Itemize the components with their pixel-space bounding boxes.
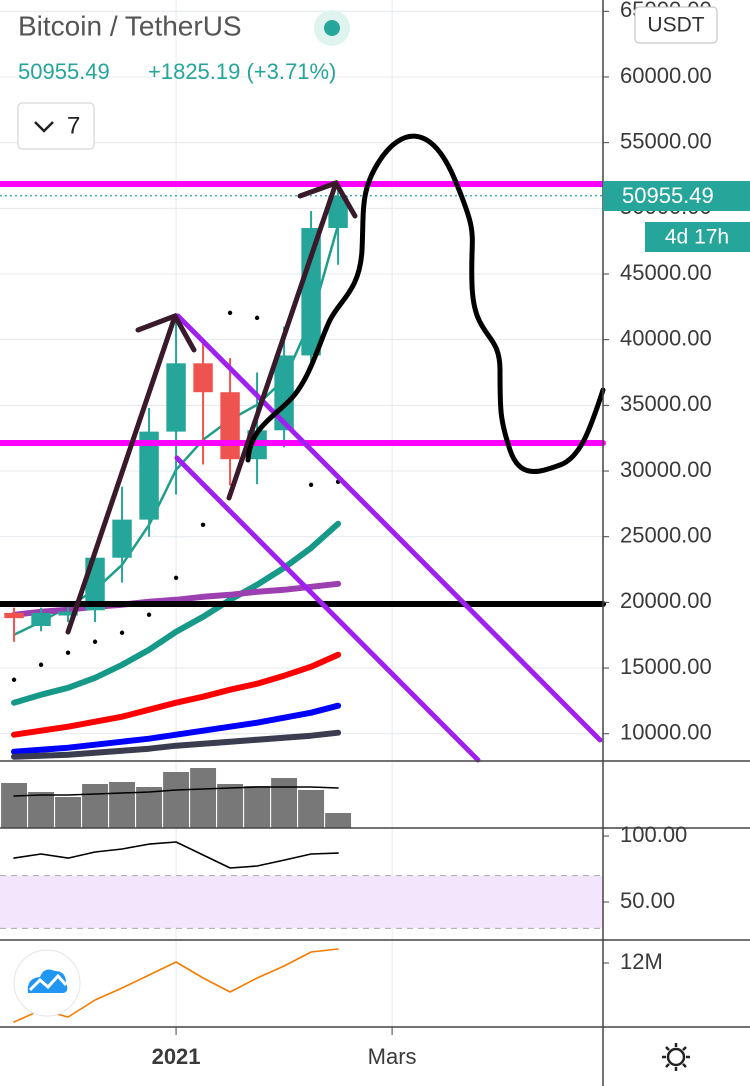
sar-dot xyxy=(173,575,179,580)
volume-bar xyxy=(163,772,190,828)
plot xyxy=(0,188,603,1023)
arrow xyxy=(65,312,197,635)
volume-bar xyxy=(325,813,352,828)
volume-bar xyxy=(28,792,55,828)
y-tick-label: 55000.00 xyxy=(620,128,712,153)
y-tick-label: 15000.00 xyxy=(620,654,712,679)
sar-dot xyxy=(146,612,152,617)
y-tick-label: 12M xyxy=(620,949,663,974)
volume-bar xyxy=(82,784,109,828)
candle-body xyxy=(301,228,321,356)
candle-body xyxy=(166,363,186,432)
settings-rays xyxy=(662,1043,690,1071)
last-price: 50955.49 xyxy=(18,59,110,84)
indicator-line xyxy=(13,841,339,869)
y-tick-label: 30000.00 xyxy=(620,457,712,482)
candle-body xyxy=(4,612,24,619)
candle-body xyxy=(220,392,240,460)
x-tick-label: Mars xyxy=(368,1044,417,1069)
y-tick-label: 50.00 xyxy=(620,888,675,913)
settings-button[interactable] xyxy=(662,1043,690,1071)
candle-body xyxy=(112,519,132,558)
volume-bar xyxy=(271,778,298,828)
volume-bar xyxy=(298,790,325,828)
sar-dot xyxy=(254,315,260,321)
indicator-toggle[interactable] xyxy=(17,102,95,150)
drawings xyxy=(0,133,606,763)
y-tick-label: 45000.00 xyxy=(620,260,712,285)
currency: USDT xyxy=(647,14,704,37)
indicator-line xyxy=(11,729,342,760)
channel-line xyxy=(175,313,603,743)
indicator-count: 7 xyxy=(67,112,80,139)
price-label: 50955.49 xyxy=(622,183,714,208)
sar-dot xyxy=(227,310,233,316)
sar-dot xyxy=(119,630,125,635)
currency-button[interactable] xyxy=(634,6,718,44)
y-tick-label: 40000.00 xyxy=(620,325,712,350)
countdown: 4d 17h xyxy=(665,226,729,249)
volume-bar xyxy=(244,786,271,828)
settings-icon xyxy=(666,1047,686,1067)
symbol-title: Bitcoin / TetherUS xyxy=(18,10,242,41)
price-label-box xyxy=(603,181,750,211)
indicator-line xyxy=(11,651,342,738)
sar-dot xyxy=(200,522,206,527)
indicator-line xyxy=(13,786,339,797)
indicator-line xyxy=(13,948,339,1023)
y-tick-label: 60000.00 xyxy=(620,63,712,88)
sar-dot xyxy=(11,677,17,682)
y-tick-label: 20000.00 xyxy=(620,588,712,613)
rsi-band xyxy=(0,875,603,929)
volume-bar xyxy=(217,784,244,828)
sar-dot xyxy=(65,650,71,655)
indicator-line xyxy=(11,702,342,755)
sar-dot xyxy=(92,639,98,644)
volume-bar xyxy=(109,782,136,828)
chevron-icon xyxy=(34,121,54,133)
y-tick-label: 10000.00 xyxy=(620,720,712,745)
candle-body xyxy=(31,612,51,627)
volume-bar xyxy=(190,768,217,828)
countdown-box xyxy=(645,222,750,252)
volume-bar xyxy=(1,783,28,828)
volume-bar xyxy=(136,787,163,828)
candle-body xyxy=(58,611,78,616)
volume-bar xyxy=(55,797,82,828)
sar-dot xyxy=(38,662,44,667)
x-tick-label: 2021 xyxy=(152,1044,201,1069)
freehand-curve xyxy=(245,133,606,474)
y-tick-label: 100.00 xyxy=(620,822,687,847)
candle-body xyxy=(139,431,159,520)
y-tick-label: 35000.00 xyxy=(620,391,712,416)
candle-body xyxy=(193,363,213,393)
sar-dot xyxy=(308,482,314,488)
logo-wave xyxy=(28,973,68,992)
arrow xyxy=(226,179,358,501)
status-dot xyxy=(324,20,340,36)
channel-line xyxy=(174,455,481,763)
candle-body xyxy=(328,195,348,229)
y-tick-label: 25000.00 xyxy=(620,523,712,548)
price-change: +1825.19 (+3.71%) xyxy=(148,59,336,84)
